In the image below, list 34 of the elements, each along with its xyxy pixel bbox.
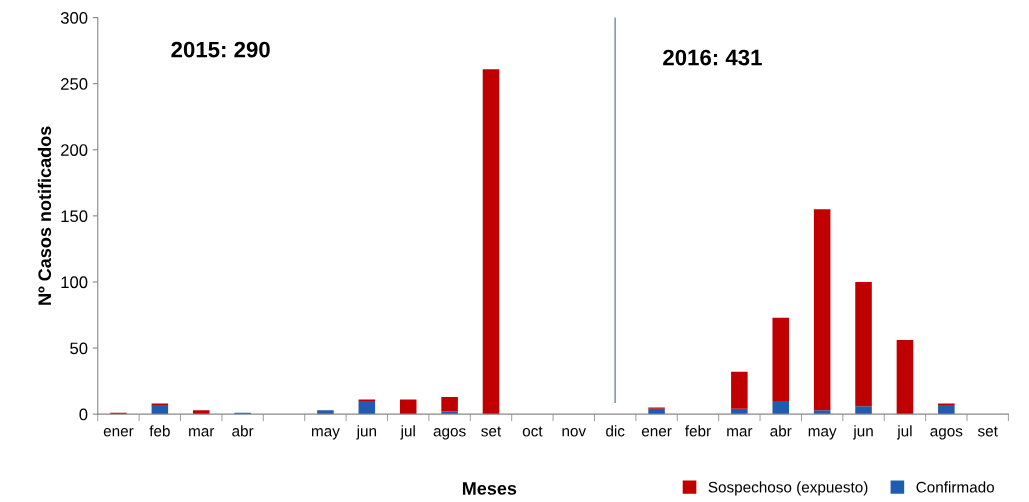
x-tick-label: abr <box>770 425 792 437</box>
x-tick-label: set <box>977 426 998 437</box>
legend-label: Sospechoso (expuesto) <box>708 481 868 496</box>
y-tick-label: 50 <box>70 342 88 355</box>
x-axis-title: Meses <box>462 482 517 495</box>
x-tick-label: agos <box>433 428 466 440</box>
x-tick-label: may <box>312 428 340 440</box>
x-tick-label: mar <box>727 428 753 437</box>
x-tick-label: jul <box>896 425 912 440</box>
x-tick-label: ener <box>103 428 134 437</box>
y-tick-label: 0 <box>79 408 88 421</box>
x-tick-label: jul <box>400 425 415 440</box>
x-tick-label: dic <box>606 425 625 437</box>
y-tick-label: 200 <box>61 144 88 156</box>
x-tick-label: feb <box>149 425 170 437</box>
x-tick-label: febr <box>685 425 711 437</box>
legend-label: Confirmado <box>916 481 995 493</box>
x-tick-label: ener <box>641 428 672 437</box>
x-tick-label: may <box>808 428 837 440</box>
x-tick-label: set <box>481 426 502 437</box>
y-tick-label: 250 <box>61 78 88 90</box>
y-tick-label: 100 <box>61 276 88 289</box>
y-tick-label: 300 <box>60 11 88 24</box>
y-tick-label: 150 <box>61 210 88 223</box>
annotation: 2015: 290 <box>171 41 270 58</box>
x-tick-label: abr <box>232 425 254 437</box>
x-tick-label: nov <box>562 428 587 437</box>
x-tick-label: oct <box>522 426 543 437</box>
x-tick-label: jun <box>356 425 377 440</box>
y-axis-title: Nº Casos notificados <box>37 126 52 305</box>
x-tick-label: jun <box>852 425 873 440</box>
x-tick-label: mar <box>189 428 215 437</box>
x-tick-label: agos <box>930 428 963 440</box>
annotation: 2016: 431 <box>663 49 762 66</box>
